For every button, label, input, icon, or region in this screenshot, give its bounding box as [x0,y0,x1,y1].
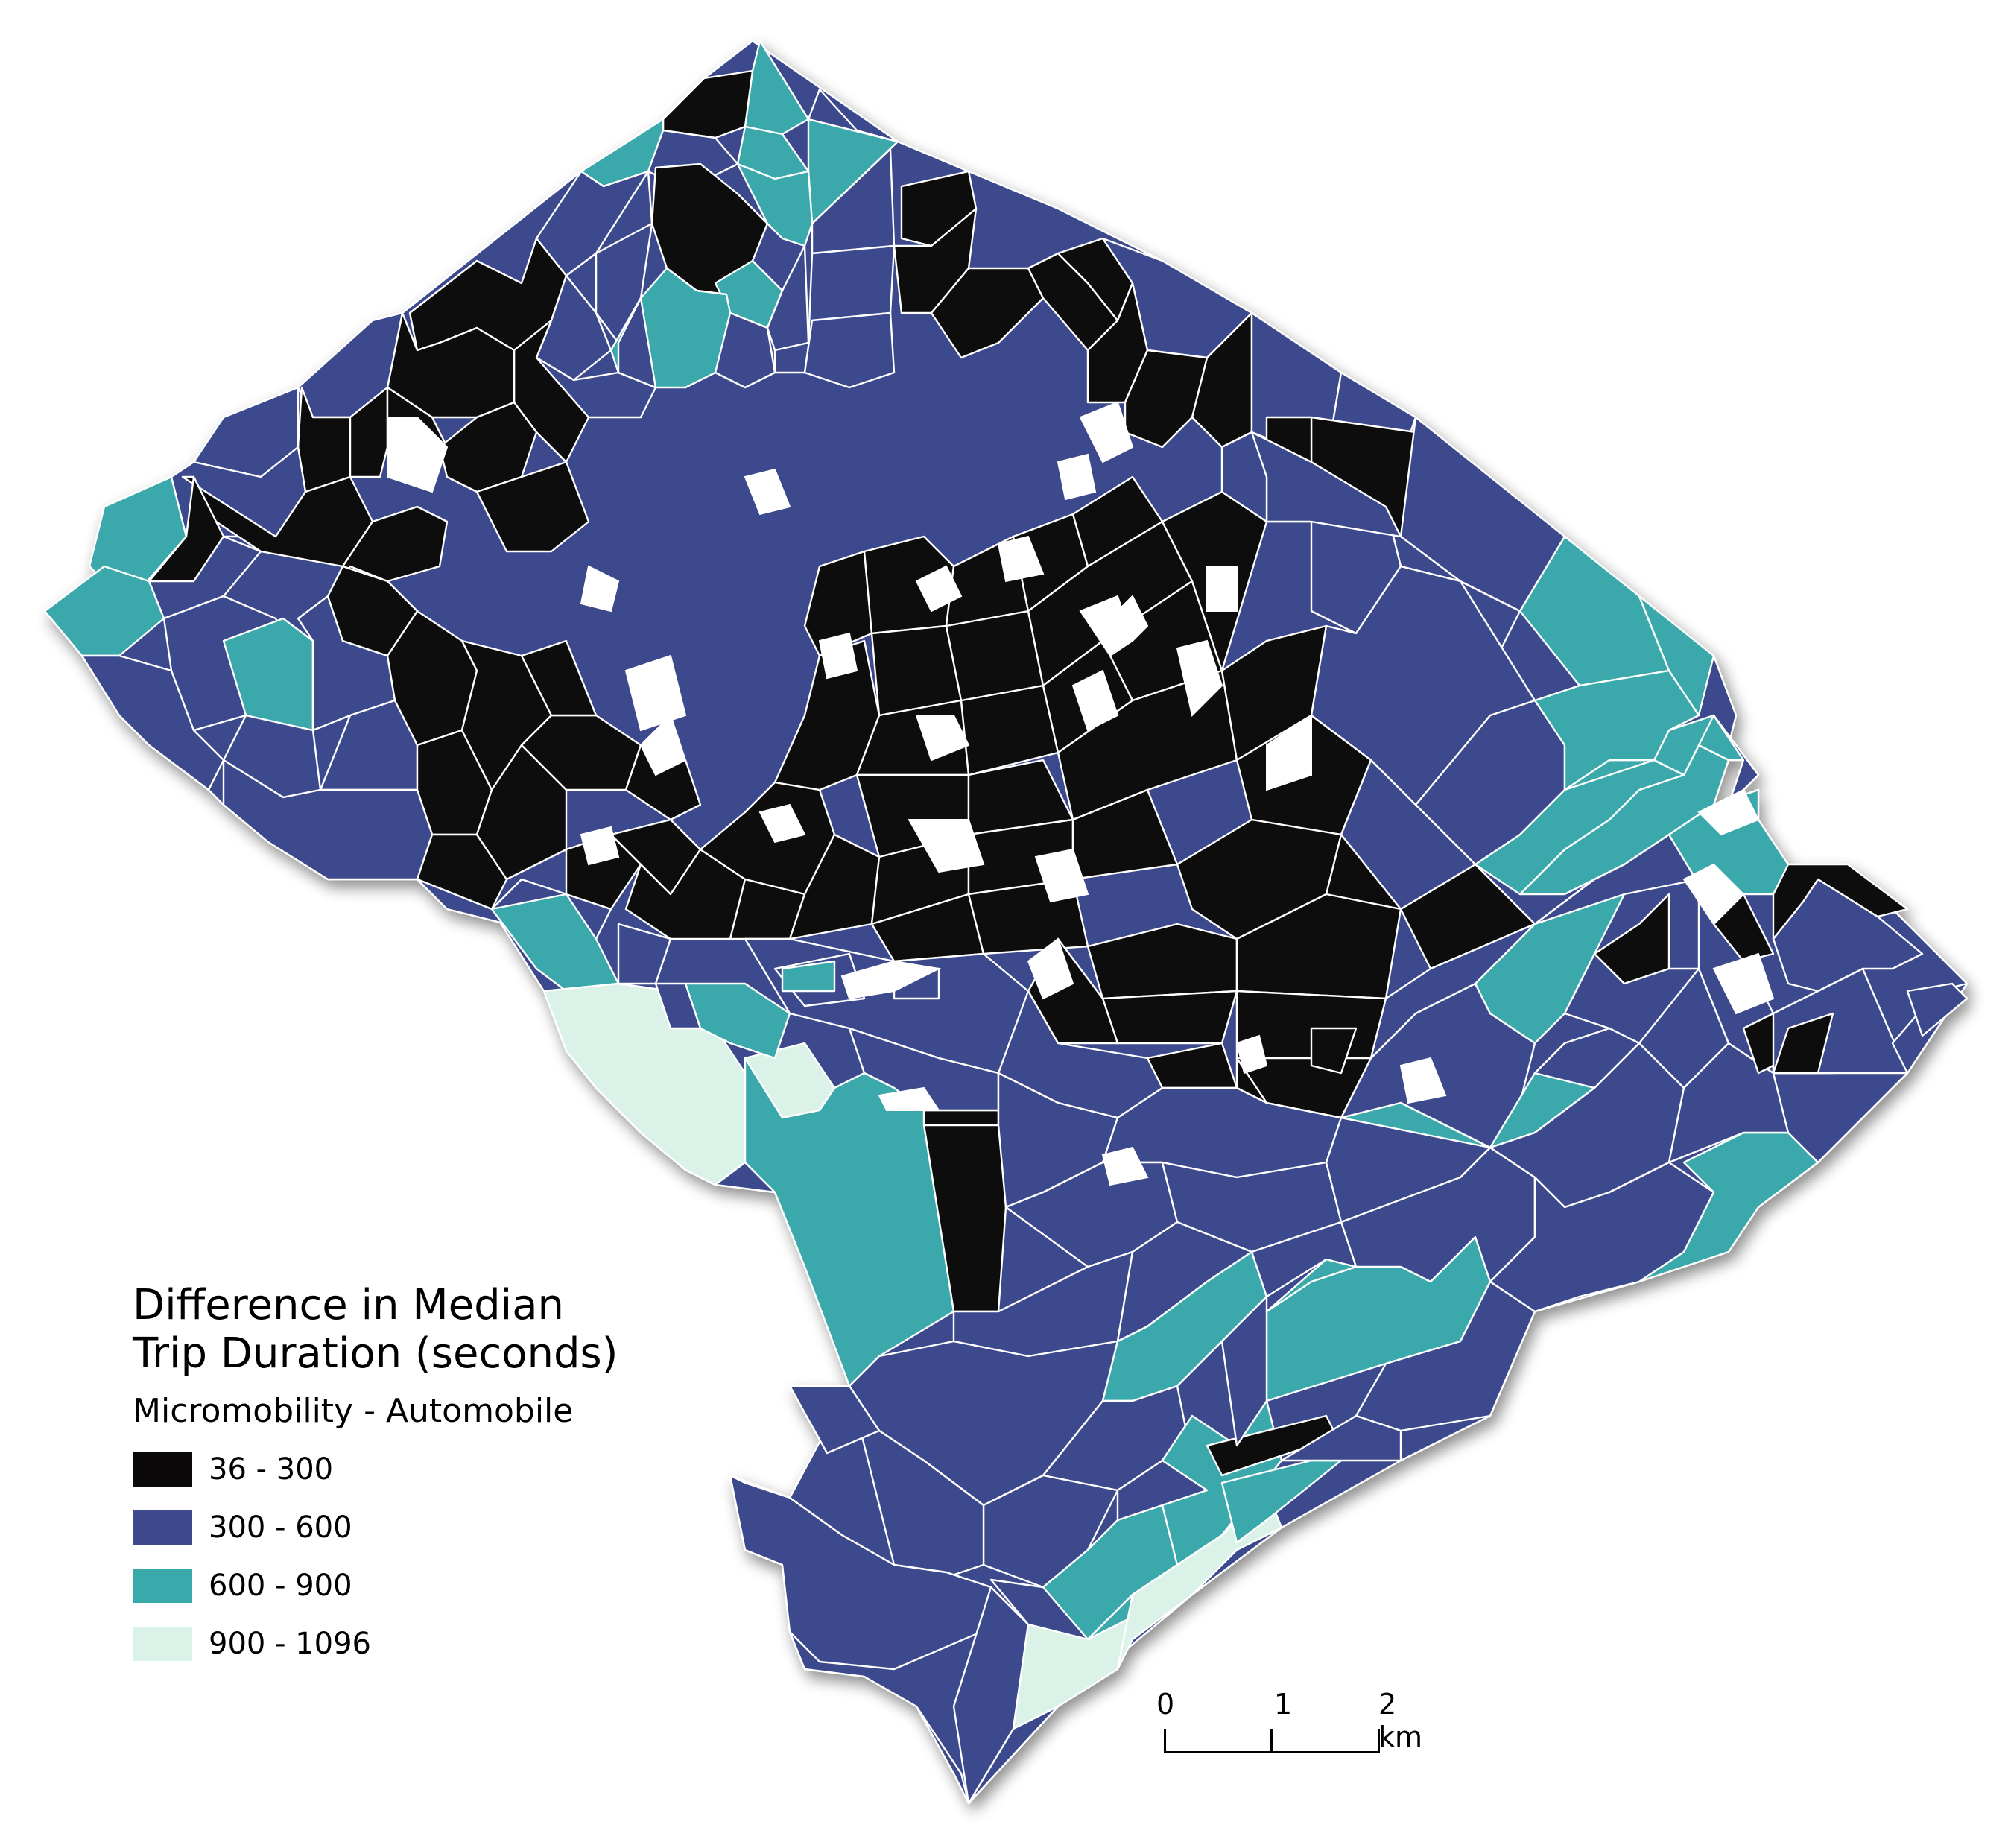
census-tract [744,1057,955,1387]
no-data-area [915,715,970,762]
census-tract [1310,1027,1358,1075]
no-data-area [387,417,449,493]
census-tract [475,461,590,553]
legend-swatch [133,1452,192,1487]
census-tract [617,297,657,389]
census-tract [1101,990,1238,1045]
census-tract [922,1109,1000,1127]
scale-tick-1 [1270,1729,1273,1753]
legend-label: 300 - 600 [209,1510,352,1545]
no-data-area [1712,952,1775,1015]
census-tract [1220,431,1268,523]
census-tract [520,639,598,717]
census-tract [803,311,896,389]
census-tract [1533,669,1700,791]
census-tract [788,1385,881,1455]
no-data-area [1079,401,1134,463]
census-tract [1310,565,1536,806]
census-tract [438,401,538,493]
legend-title-line2: Trip Duration (seconds) [133,1329,618,1378]
census-tract [1489,1161,1715,1313]
no-data-area [818,632,858,680]
census-tract [807,88,899,143]
no-data-area [878,1086,940,1111]
no-data-area [758,803,806,844]
legend-swatch [133,1568,192,1603]
census-tract [416,833,508,911]
scale-tick-0 [1164,1729,1166,1753]
census-tract [349,386,389,478]
legend-title: Difference in Median Trip Duration (seco… [133,1281,618,1379]
census-tract [1220,1459,1343,1544]
no-data-area [744,468,791,516]
legend-swatch [133,1510,192,1545]
census-tract [1220,1295,1268,1447]
legend-item: 900 - 1096 [133,1615,618,1673]
no-data-area [1034,848,1089,903]
no-data-area [908,819,985,873]
census-tract [1906,982,1969,1037]
census-tract [326,565,419,657]
census-tract [1772,863,1909,940]
scale-label-1: 1 [1274,1688,1293,1721]
no-data-area [1206,566,1238,612]
census-tract [1235,893,1402,1000]
no-data-area [1266,714,1312,791]
no-data-area [639,714,687,776]
census-tract [945,610,1045,702]
census-tract [535,356,657,419]
census-tract [781,960,836,993]
census-tract [1399,416,1566,613]
no-data-area [1682,863,1745,925]
census-tract [1280,1414,1402,1462]
census-tract [654,982,702,1030]
no-data-area [997,535,1045,583]
census-tract [870,624,963,717]
census-tract [1250,1221,1358,1298]
census-tract [1340,1146,1536,1283]
census-tract [766,244,810,352]
census-tract [1369,923,1536,1060]
legend-item: 600 - 900 [133,1557,618,1615]
no-data-area [1235,1034,1268,1075]
legend-subtitle: Micromobility - Automobile [133,1391,574,1430]
legend-items: 36 - 300 300 - 600 600 - 900 900 - 1096 [133,1440,618,1673]
scale-label-2: 2 km [1378,1688,1423,1753]
legend-label: 36 - 300 [209,1452,334,1487]
no-data-area [1697,788,1760,836]
no-data-area [1176,639,1223,717]
census-tract [1772,1012,1834,1075]
census-tract [773,639,881,791]
legend-item: 300 - 600 [133,1499,618,1557]
no-data-area [1057,453,1097,501]
no-data-area [1079,595,1134,657]
census-tract [624,744,702,821]
scale-tick-2 [1378,1729,1380,1753]
legend-label: 600 - 900 [209,1568,352,1603]
no-data-area [840,960,942,1000]
census-tract [662,69,754,139]
legend-swatch [133,1626,192,1661]
no-data-area [1027,937,1074,1000]
scale-label-0: 0 [1156,1688,1175,1721]
census-tract [1563,952,1700,1045]
census-tract [736,162,814,247]
no-data-area [624,654,687,732]
map-legend: Difference in Median Trip Duration (seco… [133,1281,618,1673]
no-data-area [1399,1057,1447,1104]
legend-label: 900 - 1096 [209,1626,372,1661]
no-data-area [1071,669,1119,732]
no-data-area [580,826,620,866]
no-data-area [1101,1146,1149,1186]
no-data-area [580,565,620,613]
scale-bar: 0 1 2 km [1156,1688,1422,1762]
census-tract [714,311,776,389]
no-data-area [915,565,963,613]
legend-title-line1: Difference in Median [133,1281,565,1329]
legend-item: 36 - 300 [133,1440,618,1499]
